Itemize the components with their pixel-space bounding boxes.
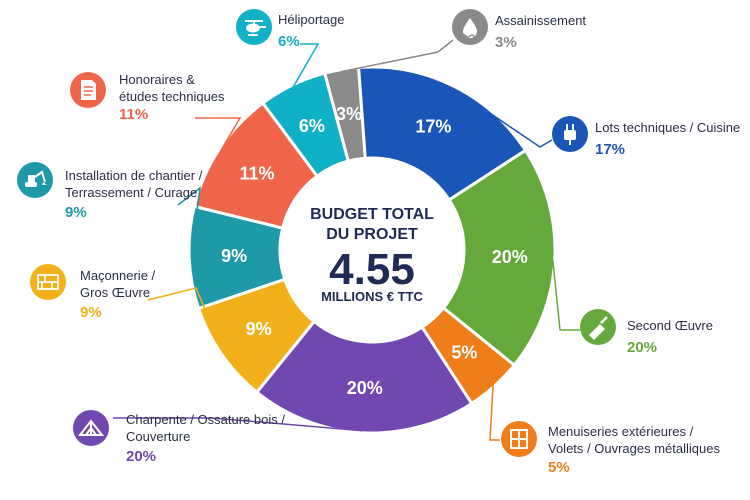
category-labels: Assainissement 3% Lots techniques / Cuisin… (65, 12, 740, 476)
category-name-line: Second Œuvre (627, 318, 713, 333)
slice-second-oeuvre (441, 148, 557, 368)
category-name-line: Charpente / Ossature bois / (126, 412, 285, 427)
slice-value-label-honoraires: 11% (240, 164, 275, 184)
category-name-line: Assainissement (495, 13, 586, 28)
category-name-line: Honoraires & (119, 72, 195, 87)
category-name-line: Héliportage (278, 12, 345, 27)
category-percent: 6% (278, 33, 300, 50)
plug-icon (552, 116, 588, 152)
trowel-icon (580, 309, 616, 345)
category-percent: 20% (126, 448, 156, 465)
label-honoraires: Honoraires & études techniques 11% (119, 72, 225, 123)
document-icon (70, 72, 106, 108)
connector-menuiseries (489, 384, 500, 441)
label-second-oeuvre: Second Œuvre 20% (627, 318, 713, 356)
center-title-line2: DU PROJET (326, 226, 418, 243)
category-name-line: Installation de chantier / (65, 168, 203, 183)
label-heliportage: Héliportage 6% (278, 12, 345, 50)
connector-honoraires (195, 117, 242, 151)
category-icons (17, 9, 616, 457)
slice-value-label-assainissement: 3% (336, 104, 362, 124)
slice-charpente (254, 319, 474, 435)
slice-value-label-menuiseries: 5% (451, 343, 477, 363)
roof-truss-icon (73, 410, 109, 446)
bricks-icon (30, 264, 66, 300)
label-maconnerie: Maçonnerie / Gros Œuvre 9% (80, 268, 156, 321)
category-percent: 3% (495, 34, 517, 51)
connector-charpente (113, 417, 363, 432)
category-percent: 20% (627, 339, 657, 356)
label-assainissement: Assainissement 3% (495, 13, 586, 51)
label-connectors (113, 39, 580, 441)
slice-value-label-lots-techniques: 17% (415, 116, 451, 136)
category-name-line: Couverture (126, 429, 190, 444)
donut-slices: 3% 17% 20% 5% 20% 9% 9% 11% 6% (187, 65, 557, 435)
category-percent: 17% (595, 141, 625, 158)
center-total-value: 4.55 (329, 245, 415, 294)
slice-value-label-second-oeuvre: 20% (492, 247, 528, 267)
connector-installation (177, 186, 201, 258)
category-name-line: études techniques (119, 89, 225, 104)
connector-second-oeuvre (552, 259, 580, 331)
category-name-line: Gros Œuvre (80, 285, 150, 300)
connector-lots-techniques (452, 87, 553, 148)
category-name-line: Menuiseries extérieures / (548, 424, 694, 439)
category-percent: 5% (548, 459, 570, 476)
slice-value-label-heliportage: 6% (299, 116, 325, 136)
window-icon (501, 421, 537, 457)
category-name-line: Terrassement / Curage (65, 185, 197, 200)
category-name-line: Volets / Ouvrages métalliques (548, 441, 720, 456)
excavator-icon (17, 162, 53, 198)
label-menuiseries: Menuiseries extérieures / Volets / Ouvrag… (548, 424, 720, 476)
water-drop-icon (452, 9, 488, 45)
category-percent: 11% (119, 106, 148, 123)
label-installation: Installation de chantier / Terrassement /… (65, 168, 203, 221)
label-charpente: Charpente / Ossature bois / Couverture 20% (126, 412, 285, 465)
connector-heliportage (292, 43, 320, 88)
label-lots-techniques: Lots techniques / Cuisine 17% (595, 120, 740, 158)
category-name-line: Maçonnerie / (80, 268, 156, 283)
center-title-line1: BUDGET TOTAL (310, 206, 434, 223)
connector-maconnerie (147, 287, 225, 354)
helicopter-icon (236, 9, 272, 45)
category-percent: 9% (65, 204, 87, 221)
center-total-unit: MILLIONS € TTC (321, 289, 423, 304)
slice-value-label-installation: 9% (221, 246, 247, 266)
slice-value-label-charpente: 20% (347, 378, 383, 398)
category-name-line: Lots techniques / Cuisine (595, 120, 740, 135)
connector-assainissement (341, 39, 454, 73)
category-percent: 9% (80, 304, 102, 321)
center-summary: BUDGET TOTAL DU PROJET 4.55 MILLIONS € T… (280, 158, 464, 342)
slice-value-label-maconnerie: 9% (246, 319, 272, 339)
